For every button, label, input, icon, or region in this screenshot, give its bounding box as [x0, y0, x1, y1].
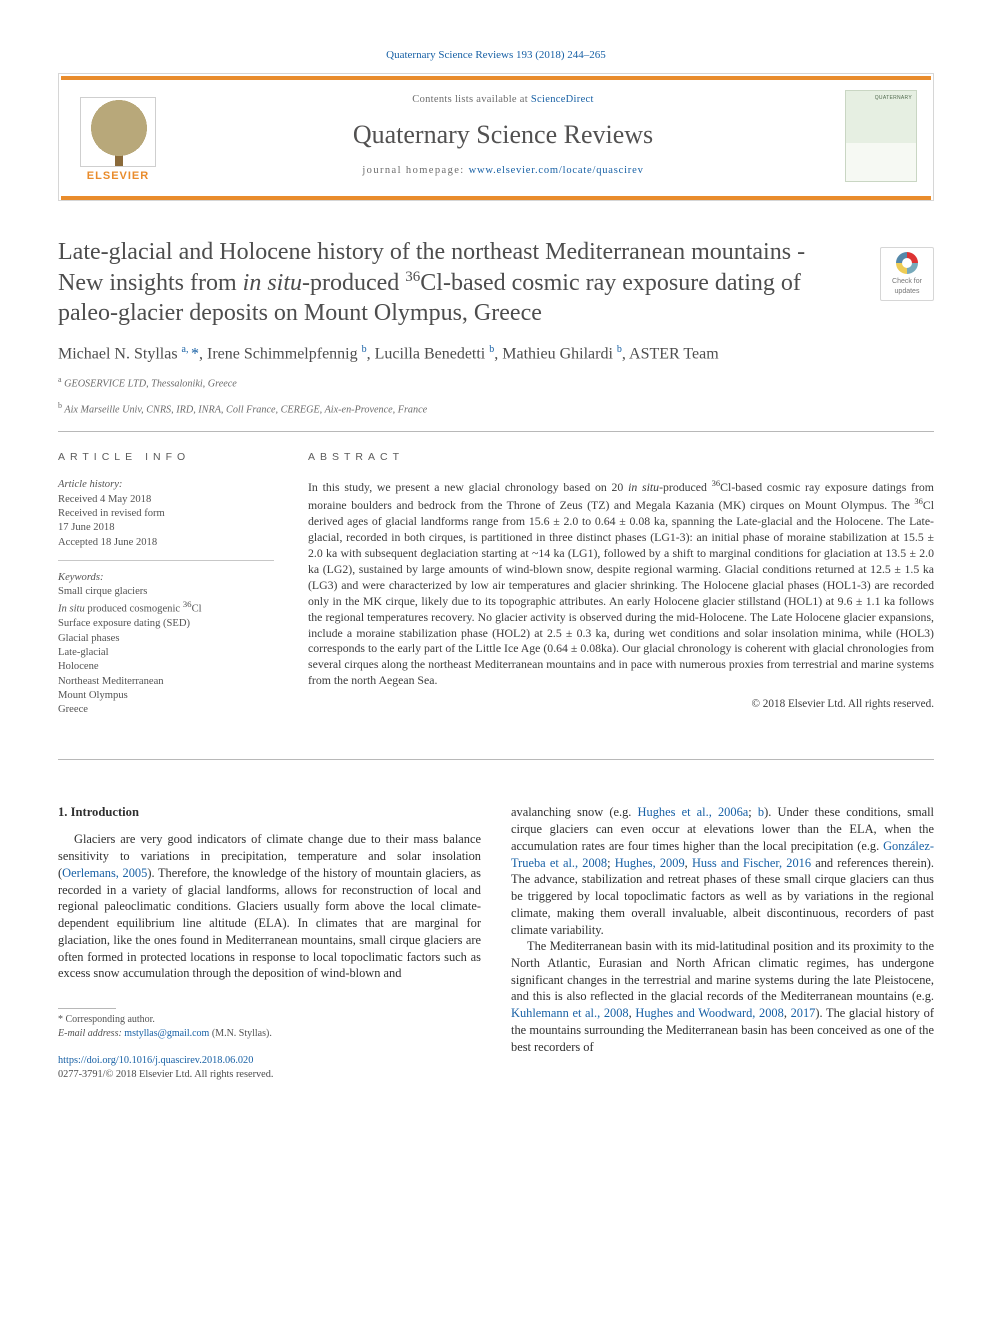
keywords-heading: Keywords:: [58, 571, 274, 585]
paragraph: The Mediterranean basin with its mid-lat…: [511, 938, 934, 1055]
article-history: Article history: Received 4 May 2018 Rec…: [58, 478, 274, 560]
history-line: 17 June 2018: [58, 521, 274, 535]
abstract-text: In this study, we present a new glacial …: [308, 478, 934, 689]
keyword: In situ produced cosmogenic 36Cl: [58, 599, 274, 617]
issue-citation-link[interactable]: Quaternary Science Reviews 193 (2018) 24…: [386, 49, 606, 61]
affiliation-a: a GEOSERVICE LTD, Thessaloniki, Greece: [58, 375, 934, 391]
journal-cover-thumb: QUATERNARY: [845, 90, 917, 182]
journal-banner: ELSEVIER Contents lists available at Sci…: [58, 73, 934, 201]
corr-email-line: E-mail address: mstyllas@gmail.com (M.N.…: [58, 1027, 481, 1041]
divider: [58, 431, 934, 432]
paragraph: avalanching snow (e.g. Hughes et al., 20…: [511, 804, 934, 938]
corresponding-author: * Corresponding author. E-mail address: …: [58, 1013, 481, 1040]
doi-link[interactable]: https://doi.org/10.1016/j.quascirev.2018…: [58, 1055, 253, 1066]
issue-citation: Quaternary Science Reviews 193 (2018) 24…: [58, 48, 934, 63]
cover-label: QUATERNARY: [875, 95, 912, 102]
email-link[interactable]: mstyllas@gmail.com: [124, 1028, 209, 1039]
keyword: Surface exposure dating (SED): [58, 617, 274, 631]
keyword: Holocene: [58, 660, 274, 674]
crossmark-line1: Check for: [892, 277, 922, 286]
keyword: Late-glacial: [58, 646, 274, 660]
affiliation-b: b Aix Marseille Univ, CNRS, IRD, INRA, C…: [58, 401, 934, 417]
footer-block: https://doi.org/10.1016/j.quascirev.2018…: [58, 1054, 481, 1082]
article-title: Late-glacial and Holocene history of the…: [58, 237, 934, 329]
keyword: Mount Olympus: [58, 689, 274, 703]
keywords-block: Keywords: Small cirque glaciers In situ …: [58, 571, 274, 728]
publisher-logo: ELSEVIER: [75, 88, 161, 184]
contents-line: Contents lists available at ScienceDirec…: [161, 93, 845, 107]
body-column-right: avalanching snow (e.g. Hughes et al., 20…: [511, 804, 934, 1081]
authors: Michael N. Styllas a, *, Irene Schimmelp…: [58, 343, 934, 365]
email-suffix: (M.N. Styllas).: [209, 1028, 272, 1039]
abstract-heading: ABSTRACT: [308, 450, 934, 464]
corr-label: * Corresponding author.: [58, 1013, 481, 1027]
history-line: Received in revised form: [58, 507, 274, 521]
history-heading: Article history:: [58, 478, 274, 492]
history-line: Accepted 18 June 2018: [58, 536, 274, 550]
journal-homepage-line: journal homepage: www.elsevier.com/locat…: [161, 164, 845, 178]
homepage-prefix: journal homepage:: [362, 165, 468, 176]
keyword: Glacial phases: [58, 632, 274, 646]
keyword: Greece: [58, 703, 274, 717]
email-label: E-mail address:: [58, 1028, 124, 1039]
history-line: Received 4 May 2018: [58, 493, 274, 507]
crossmark-line2: updates: [895, 287, 920, 296]
paragraph: Glaciers are very good indicators of cli…: [58, 831, 481, 982]
abstract-copyright: © 2018 Elsevier Ltd. All rights reserved…: [308, 697, 934, 712]
crossmark-badge[interactable]: Check for updates: [880, 247, 934, 301]
issn-line: 0277-3791/© 2018 Elsevier Ltd. All right…: [58, 1068, 481, 1082]
contents-prefix: Contents lists available at: [412, 94, 531, 105]
keyword: Northeast Mediterranean: [58, 675, 274, 689]
publisher-logo-text: ELSEVIER: [87, 169, 149, 184]
accent-bar-bottom: [61, 196, 931, 200]
homepage-link[interactable]: www.elsevier.com/locate/quascirev: [469, 165, 644, 176]
crossmark-icon: [896, 252, 918, 274]
elsevier-tree-icon: [80, 97, 156, 167]
section-heading: 1. Introduction: [58, 804, 481, 821]
footnote-divider: [58, 1008, 116, 1009]
journal-title: Quaternary Science Reviews: [161, 117, 845, 152]
keyword: Small cirque glaciers: [58, 585, 274, 599]
body-column-left: 1. Introduction Glaciers are very good i…: [58, 804, 481, 1081]
sciencedirect-link[interactable]: ScienceDirect: [531, 94, 594, 105]
article-info-heading: ARTICLE INFO: [58, 450, 274, 464]
